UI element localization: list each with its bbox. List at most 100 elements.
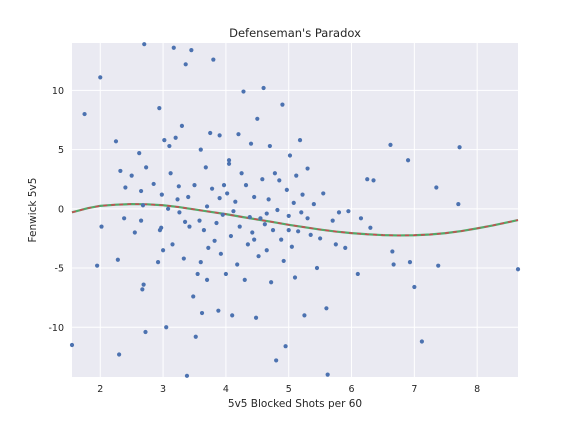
data-point (296, 229, 301, 234)
y-tick-label: 0 (58, 204, 64, 215)
data-point (164, 325, 169, 330)
data-point (255, 116, 260, 121)
data-point (193, 334, 198, 339)
data-point (325, 372, 330, 377)
data-point (233, 199, 238, 204)
data-point (308, 232, 313, 237)
x-tick-label: 7 (411, 384, 417, 395)
data-point (168, 171, 173, 176)
data-point (137, 151, 142, 156)
data-point (264, 211, 269, 216)
y-tick-label: 10 (52, 86, 64, 97)
data-point (214, 220, 219, 226)
data-point (217, 133, 222, 138)
data-point (297, 138, 303, 143)
data-point (155, 260, 161, 265)
data-point (199, 310, 205, 316)
data-point (252, 237, 257, 242)
data-point (179, 123, 185, 129)
data-point (388, 142, 393, 147)
data-point (291, 200, 296, 205)
data-point (170, 242, 175, 247)
data-point (221, 183, 227, 188)
data-point (220, 212, 225, 217)
data-point (118, 168, 123, 174)
data-point (237, 224, 242, 229)
data-point (140, 203, 146, 208)
data-point (198, 260, 203, 265)
data-point (358, 216, 364, 221)
data-point (457, 145, 462, 150)
data-point (159, 192, 164, 197)
data-point (166, 206, 171, 211)
data-point (286, 228, 291, 233)
data-point (256, 254, 261, 259)
data-point (262, 222, 267, 227)
data-point (267, 143, 272, 149)
data-point (277, 178, 282, 183)
data-point (286, 213, 291, 219)
data-point (208, 130, 213, 136)
data-point (223, 271, 229, 277)
data-point (204, 277, 210, 282)
data-point (243, 183, 249, 188)
data-point (275, 207, 280, 213)
data-point (69, 342, 75, 348)
data-point (206, 245, 211, 251)
plot-area (72, 43, 518, 377)
y-tick-label: -5 (55, 264, 64, 275)
data-point (281, 258, 286, 264)
data-point (225, 191, 230, 196)
data-point (365, 177, 370, 182)
data-point (346, 209, 351, 214)
data-point (216, 308, 221, 313)
data-point (242, 277, 247, 282)
data-point (247, 215, 252, 220)
data-point (171, 45, 176, 50)
data-point (239, 171, 244, 176)
data-point (162, 138, 167, 143)
data-point (292, 275, 298, 280)
data-point (231, 209, 236, 214)
data-point (167, 143, 172, 149)
data-point (182, 219, 188, 224)
data-point (266, 197, 271, 202)
data-point (115, 257, 120, 262)
data-point (186, 194, 191, 200)
data-point (287, 153, 293, 158)
data-point (305, 216, 310, 221)
x-tick-label: 3 (160, 384, 166, 395)
data-point (138, 188, 144, 194)
data-point (299, 210, 304, 215)
data-point (95, 263, 100, 268)
data-point (236, 132, 241, 137)
data-point (368, 225, 373, 230)
data-point (176, 184, 181, 189)
data-point (142, 42, 147, 47)
data-point (143, 329, 148, 335)
data-point (274, 358, 279, 363)
data-point (390, 249, 395, 254)
data-point (294, 173, 299, 178)
data-point (191, 294, 196, 299)
data-point (248, 141, 254, 146)
data-point (261, 85, 266, 91)
data-point (159, 225, 164, 230)
data-point (140, 287, 145, 292)
data-point (204, 204, 210, 209)
scatter-points (69, 42, 521, 378)
data-point (258, 216, 263, 221)
data-point (117, 352, 122, 357)
data-point (419, 339, 424, 344)
data-point (405, 158, 411, 163)
data-point (198, 147, 203, 152)
data-point (272, 171, 277, 176)
data-point (302, 313, 307, 318)
data-point (177, 210, 182, 215)
data-point (113, 139, 119, 144)
data-point (284, 187, 289, 192)
x-tick-label: 2 (97, 384, 103, 395)
data-point (355, 271, 360, 277)
